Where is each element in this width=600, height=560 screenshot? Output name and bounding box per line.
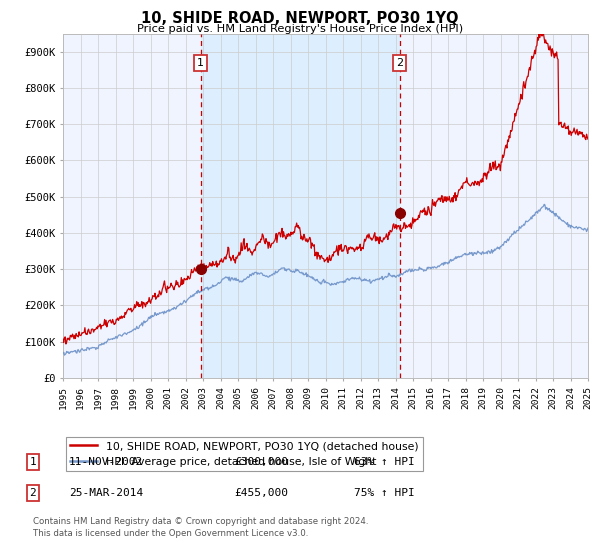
Text: 63% ↑ HPI: 63% ↑ HPI (354, 457, 415, 467)
Text: £300,000: £300,000 (234, 457, 288, 467)
Text: 2: 2 (396, 58, 403, 68)
Text: 75% ↑ HPI: 75% ↑ HPI (354, 488, 415, 498)
Text: 10, SHIDE ROAD, NEWPORT, PO30 1YQ: 10, SHIDE ROAD, NEWPORT, PO30 1YQ (141, 11, 459, 26)
Text: 11-NOV-2002: 11-NOV-2002 (69, 457, 143, 467)
Text: 1: 1 (29, 457, 37, 467)
Bar (201, 34, 400, 378)
Text: 25-MAR-2014: 25-MAR-2014 (69, 488, 143, 498)
Text: 1: 1 (197, 58, 204, 68)
Text: This data is licensed under the Open Government Licence v3.0.: This data is licensed under the Open Gov… (33, 529, 308, 538)
Text: Contains HM Land Registry data © Crown copyright and database right 2024.: Contains HM Land Registry data © Crown c… (33, 517, 368, 526)
Text: £455,000: £455,000 (234, 488, 288, 498)
Legend: 10, SHIDE ROAD, NEWPORT, PO30 1YQ (detached house), HPI: Average price, detached: 10, SHIDE ROAD, NEWPORT, PO30 1YQ (detac… (66, 437, 423, 471)
Text: Price paid vs. HM Land Registry's House Price Index (HPI): Price paid vs. HM Land Registry's House … (137, 24, 463, 34)
Text: 2: 2 (29, 488, 37, 498)
